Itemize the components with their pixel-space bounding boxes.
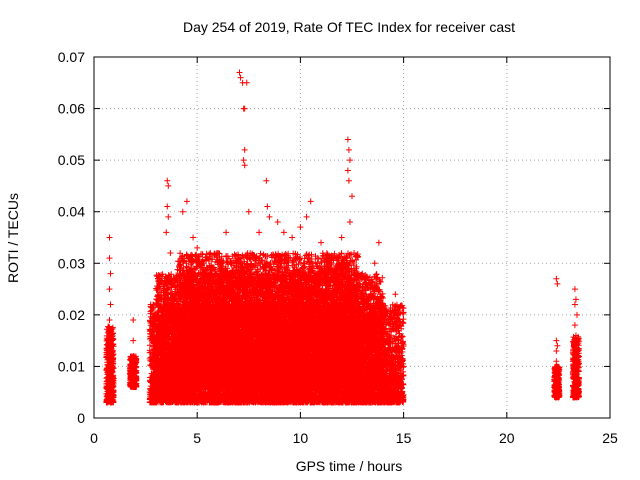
data-point bbox=[109, 351, 116, 358]
data-point bbox=[110, 364, 117, 371]
data-point bbox=[110, 388, 117, 395]
data-point bbox=[107, 397, 114, 404]
data-point bbox=[110, 372, 117, 379]
chart-title: Day 254 of 2019, Rate Of TEC Index for r… bbox=[183, 19, 515, 35]
data-point bbox=[104, 386, 111, 393]
data-point bbox=[108, 383, 115, 390]
data-point bbox=[104, 399, 111, 406]
data-point bbox=[106, 324, 113, 331]
data-point bbox=[106, 333, 113, 340]
data-point bbox=[105, 363, 112, 370]
data-points bbox=[103, 69, 583, 406]
data-point bbox=[110, 335, 117, 342]
data-point bbox=[109, 384, 116, 391]
data-point bbox=[106, 379, 113, 386]
